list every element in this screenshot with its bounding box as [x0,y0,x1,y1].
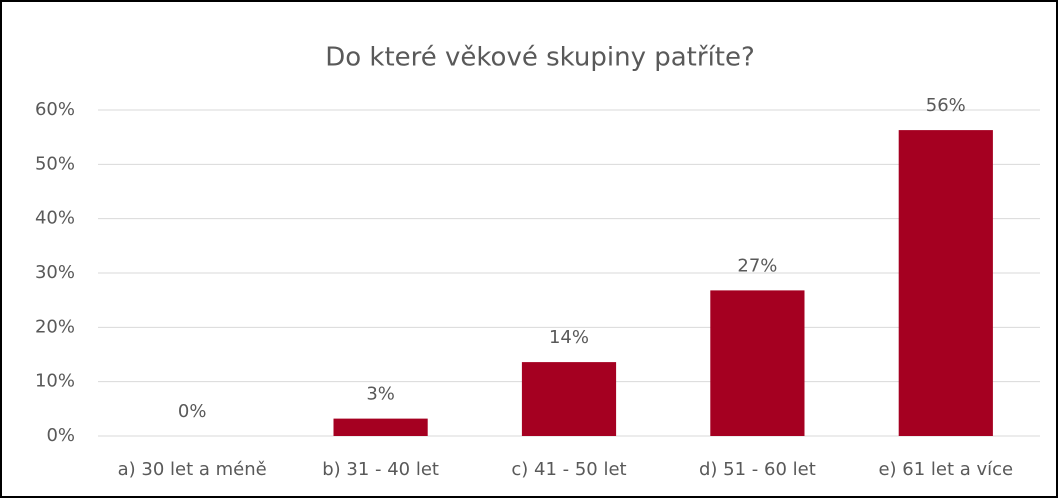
y-tick-label: 30% [35,262,75,283]
x-tick-label: d) 51 - 60 let [699,459,816,480]
data-label: 0% [178,401,207,422]
data-label: 27% [737,255,777,276]
bar [521,362,617,436]
bar [333,418,428,436]
y-tick-label: 40% [35,208,75,229]
y-tick-label: 60% [35,99,75,120]
bar [898,130,993,436]
data-label: 3% [366,384,395,405]
x-tick-label: e) 61 let a více [878,459,1013,480]
y-tick-label: 20% [35,316,75,337]
y-tick-label: 10% [35,371,75,392]
x-tick-label: a) 30 let a méně [118,459,267,480]
y-tick-label: 0% [46,425,75,446]
data-label: 14% [549,327,589,348]
data-label: 56% [926,95,966,116]
y-tick-label: 50% [35,153,75,174]
chart-title: Do které věkové skupiny patříte? [325,43,755,73]
bar [710,290,805,436]
x-tick-label: c) 41 - 50 let [511,459,626,480]
x-tick-label: b) 31 - 40 let [322,459,439,480]
